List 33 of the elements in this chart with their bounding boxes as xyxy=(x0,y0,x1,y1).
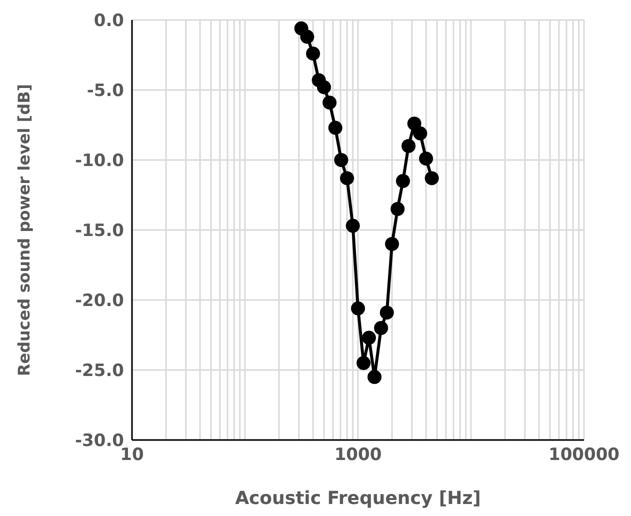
y-tick-label: -25.0 xyxy=(75,361,124,382)
point xyxy=(396,174,410,188)
point xyxy=(419,152,434,166)
point xyxy=(385,237,400,251)
y-tick-label: 0.0 xyxy=(94,11,124,32)
point xyxy=(402,139,416,153)
x-tick-label: 100000 xyxy=(548,445,620,466)
y-axis-title: Reduced sound power level [dB] xyxy=(14,84,34,376)
x-tick-label: 1000 xyxy=(334,445,382,466)
point xyxy=(328,120,342,135)
point xyxy=(356,356,371,370)
point xyxy=(351,301,365,316)
point xyxy=(306,46,320,61)
y-tick-label: -20.0 xyxy=(75,291,124,312)
point xyxy=(424,171,439,186)
point xyxy=(340,171,354,186)
point xyxy=(316,80,331,94)
y-tick-label: -5.0 xyxy=(86,81,124,102)
y-tick-label: -15.0 xyxy=(75,221,124,242)
x-tick-label: 10 xyxy=(120,445,144,466)
point xyxy=(413,126,428,140)
point xyxy=(368,370,382,384)
point xyxy=(346,218,360,233)
point xyxy=(390,202,405,216)
point xyxy=(380,306,394,320)
point xyxy=(300,30,314,44)
point xyxy=(407,116,422,131)
point xyxy=(334,153,348,167)
x-axis-title: Acoustic Frequency [Hz] xyxy=(235,488,481,509)
point xyxy=(362,330,376,345)
point xyxy=(374,321,388,335)
y-tick-label: -10.0 xyxy=(75,151,124,172)
point xyxy=(322,96,337,110)
